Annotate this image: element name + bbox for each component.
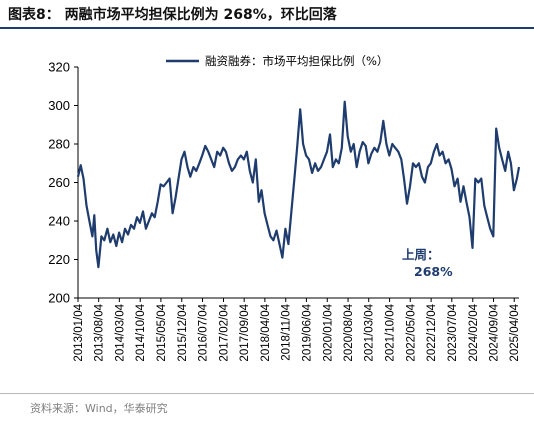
y-tick-label: 280 — [48, 137, 70, 152]
y-tick-label: 240 — [48, 214, 70, 229]
y-tick-label: 220 — [48, 252, 70, 267]
x-tick-label: 2017/02/04 — [219, 303, 231, 361]
figure-title: 图表8： 两融市场平均担保比例为 268%，环比回落 — [8, 7, 337, 23]
x-tick-label: 2013/08/04 — [94, 303, 106, 361]
x-tick-label: 2013/01/04 — [73, 303, 85, 361]
y-tick-label: 200 — [48, 291, 70, 306]
x-tick-label: 2018/11/04 — [281, 303, 293, 360]
y-tick-label: 320 — [48, 60, 70, 75]
x-tick-label: 2021/10/04 — [385, 303, 397, 361]
source-note: 资料来源：Wind，华泰研究 — [30, 402, 168, 415]
x-tick-label: 2018/04/04 — [260, 303, 272, 361]
y-tick-label: 300 — [48, 98, 70, 113]
x-tick-label: 2024/09/04 — [489, 303, 501, 361]
x-tick-label: 2024/02/04 — [468, 303, 480, 361]
legend: 融资融券：市场平均担保比例（%） — [166, 54, 388, 68]
x-tick-label: 2022/05/04 — [405, 303, 417, 361]
x-axis-ticks: 2013/01/04 2013/08/04 2014/03/04 2014/10/04… — [73, 298, 521, 362]
x-tick-label: 2015/05/04 — [156, 303, 168, 361]
x-tick-label: 2020/08/04 — [343, 303, 355, 361]
annotation-label: 上周： — [402, 247, 440, 262]
x-tick-label: 2022/12/04 — [426, 303, 438, 361]
y-axis-ticks: 200 220 240 260 280 300 320 — [48, 60, 78, 306]
annotation-value: 268% — [414, 264, 453, 279]
x-tick-label: 2021/03/04 — [364, 303, 376, 361]
legend-label: 融资融券：市场平均担保比例（%） — [205, 54, 388, 68]
x-tick-label: 2019/06/04 — [301, 303, 313, 361]
source-divider — [0, 393, 534, 394]
x-tick-label: 2014/03/04 — [114, 303, 126, 361]
annotation: 上周： 268% — [402, 247, 453, 279]
x-tick-label: 2017/09/04 — [239, 303, 251, 361]
title-underline — [0, 27, 534, 29]
x-tick-label: 2014/10/04 — [135, 303, 147, 361]
x-tick-label: 2016/07/04 — [198, 303, 210, 361]
x-tick-label: 2025/04/04 — [509, 303, 521, 361]
x-tick-label: 2023/07/04 — [447, 303, 459, 361]
series-line-guarantee-ratio — [76, 100, 521, 269]
x-tick-label: 2015/12/04 — [177, 303, 189, 361]
x-tick-label: 2020/01/04 — [322, 303, 334, 361]
y-tick-label: 260 — [48, 175, 70, 190]
